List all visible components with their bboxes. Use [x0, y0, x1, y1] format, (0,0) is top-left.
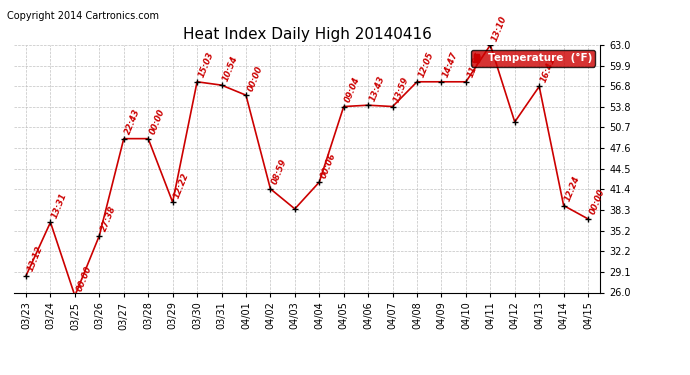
Text: 13:43: 13:43 — [368, 74, 386, 102]
Text: 00:00: 00:00 — [75, 265, 93, 293]
Text: 27:38: 27:38 — [99, 205, 118, 233]
Text: 15:03: 15:03 — [197, 51, 215, 79]
Text: 00:00: 00:00 — [148, 108, 166, 136]
Legend: Temperature  (°F): Temperature (°F) — [471, 50, 595, 66]
Text: 13:59: 13:59 — [393, 76, 411, 104]
Title: Heat Index Daily High 20140416: Heat Index Daily High 20140416 — [183, 27, 431, 42]
Text: 00:06: 00:06 — [319, 151, 337, 180]
Text: 12:22: 12:22 — [172, 171, 191, 200]
Text: 13:31: 13:31 — [50, 191, 69, 220]
Text: 00:00: 00:00 — [588, 188, 607, 216]
Text: 10:54: 10:54 — [221, 54, 240, 82]
Text: 08:59: 08:59 — [270, 158, 289, 186]
Text: 14:47: 14:47 — [442, 51, 460, 79]
Text: 09:04: 09:04 — [344, 76, 362, 104]
Text: 16:41: 16:41 — [539, 56, 558, 84]
Text: 13:10: 13:10 — [491, 14, 509, 42]
Text: 12:24: 12:24 — [564, 175, 582, 203]
Text: 12:05: 12:05 — [417, 51, 435, 79]
Text: 22:43: 22:43 — [124, 108, 142, 136]
Text: 13:12: 13:12 — [26, 245, 44, 273]
Text: 00:00: 00:00 — [246, 64, 264, 93]
Text: Copyright 2014 Cartronics.com: Copyright 2014 Cartronics.com — [7, 11, 159, 21]
Text: 11:55: 11:55 — [466, 51, 484, 79]
